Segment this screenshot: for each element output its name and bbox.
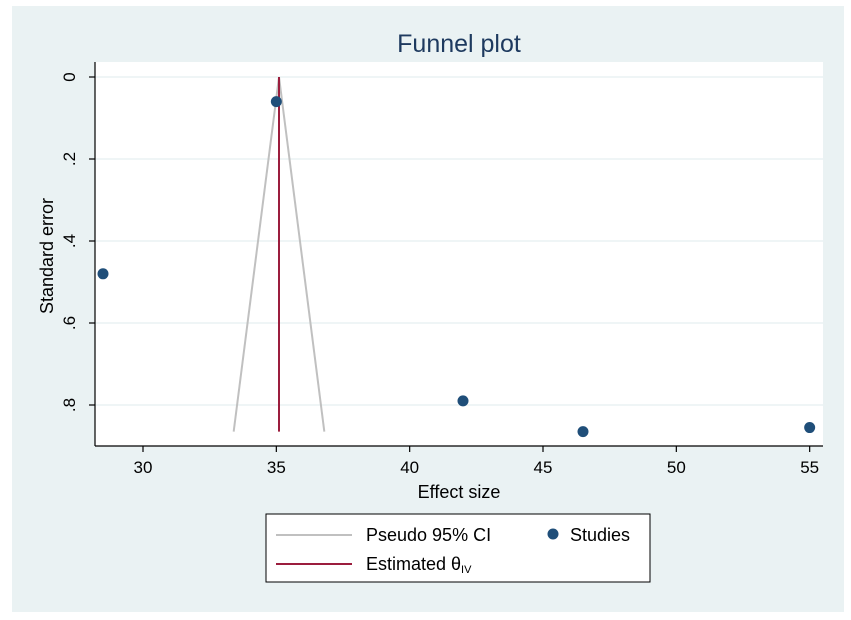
y-axis-label: Standard error <box>37 198 57 314</box>
legend-box <box>265 513 651 583</box>
legend-theta-label-main: Estimated θ <box>366 554 461 574</box>
y-tick-label-3: .6 <box>60 316 79 330</box>
y-tick-label-4: .8 <box>60 398 79 412</box>
study-points <box>97 96 816 438</box>
y-tick-label-0: 0 <box>60 72 79 81</box>
x-tick-label-3: 45 <box>534 458 553 477</box>
x-axis-label: Effect size <box>418 482 501 502</box>
study-point-1 <box>270 96 282 108</box>
x-tick-label-5: 55 <box>800 458 819 477</box>
legend-theta-label-subscript: IV <box>461 564 472 576</box>
x-axis-ticks: 30 35 40 45 50 55 <box>134 446 819 477</box>
y-axis-ticks: 0 .2 .4 .6 .8 <box>60 72 95 412</box>
x-tick-label-0: 30 <box>134 458 153 477</box>
ci-line-0 <box>232 76 280 432</box>
legend-ci-label: Pseudo 95% CI <box>366 525 491 545</box>
study-point-3 <box>577 426 589 438</box>
chart-title: Funnel plot <box>397 30 521 58</box>
study-point-0 <box>97 268 109 280</box>
plot-area <box>95 62 823 446</box>
x-tick-label-4: 50 <box>667 458 686 477</box>
legend-studies-marker <box>547 528 559 540</box>
x-tick-label-1: 35 <box>267 458 286 477</box>
y-tick-label-1: .2 <box>60 152 79 166</box>
study-point-4 <box>804 422 816 434</box>
grid-lines <box>95 76 823 406</box>
legend-studies-label: Studies <box>570 525 630 545</box>
legend-theta-label: Estimated θIV <box>366 554 472 576</box>
ci-line-1 <box>278 76 326 432</box>
study-point-2 <box>457 395 469 407</box>
pseudo-ci-lines <box>232 76 326 432</box>
x-tick-label-2: 40 <box>400 458 419 477</box>
y-tick-label-2: .4 <box>60 234 79 248</box>
legend: Pseudo 95% CI Studies Estimated θIV <box>265 513 651 583</box>
